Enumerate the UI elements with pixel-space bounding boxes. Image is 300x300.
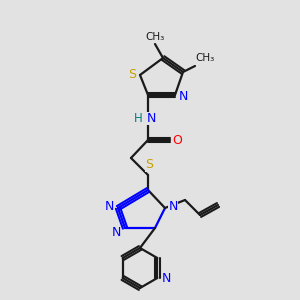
Text: N: N bbox=[111, 226, 121, 238]
Text: CH₃: CH₃ bbox=[195, 53, 214, 63]
Text: S: S bbox=[128, 68, 136, 82]
Text: O: O bbox=[172, 134, 182, 146]
Text: H: H bbox=[134, 112, 142, 124]
Text: S: S bbox=[145, 158, 153, 172]
Text: N: N bbox=[168, 200, 178, 212]
Text: N: N bbox=[104, 200, 114, 212]
Text: N: N bbox=[146, 112, 156, 124]
Text: N: N bbox=[178, 91, 188, 103]
Text: CH₃: CH₃ bbox=[146, 32, 165, 42]
Text: N: N bbox=[162, 272, 171, 284]
